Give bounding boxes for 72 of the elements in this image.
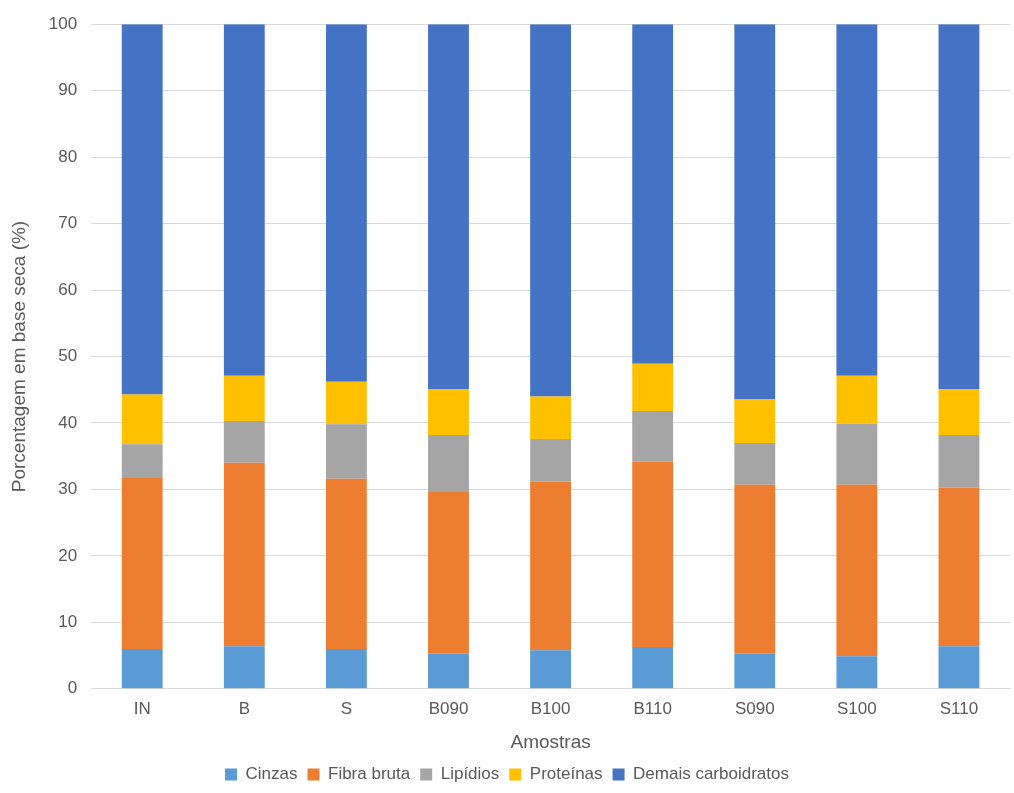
- y-tick-label: 50: [58, 346, 78, 366]
- bar: [836, 423, 878, 485]
- bar: [734, 653, 776, 689]
- y-tick-label: 10: [58, 612, 78, 632]
- bar: [121, 648, 163, 689]
- bar: [325, 424, 367, 479]
- bar: [734, 24, 776, 400]
- bar: [325, 24, 367, 382]
- bar: [530, 481, 571, 651]
- bar: [836, 375, 878, 424]
- y-tick-label: 60: [58, 279, 78, 299]
- x-tick-label: IN: [133, 698, 151, 718]
- bar: [734, 399, 776, 443]
- bar: [428, 492, 469, 654]
- bar: [428, 434, 469, 493]
- bar: [734, 442, 776, 485]
- bar: [121, 444, 163, 479]
- bar: [632, 461, 674, 647]
- bar: [325, 381, 367, 425]
- bar: [938, 434, 980, 488]
- bar: [428, 389, 469, 435]
- bar: [121, 394, 163, 445]
- y-tick-label: 30: [58, 479, 78, 499]
- legend-label: Proteínas: [529, 764, 603, 784]
- bar: [530, 396, 571, 439]
- bar: [325, 478, 367, 649]
- bar: [530, 650, 571, 689]
- y-tick-label: 40: [58, 412, 78, 432]
- y-tick-label: 80: [58, 146, 78, 166]
- legend-label: Cinzas: [245, 764, 298, 784]
- x-tick-label: B110: [633, 698, 672, 718]
- x-tick-label: S: [340, 698, 353, 718]
- x-axis-title: Amostras: [510, 730, 591, 752]
- bar: [632, 24, 674, 364]
- x-tick-label: S090: [734, 698, 775, 718]
- x-tick-label: B: [238, 698, 250, 718]
- x-tick-label: S110: [939, 698, 979, 718]
- bar: [734, 484, 776, 654]
- bar: [223, 462, 265, 647]
- bar: [938, 389, 980, 435]
- bar: [836, 656, 878, 689]
- bar: [428, 653, 469, 689]
- y-axis-title: Porcentagem em base seca (%): [7, 220, 29, 493]
- x-tick-label: B090: [428, 698, 469, 718]
- legend-label: Lipídios: [440, 764, 500, 784]
- bar: [632, 363, 674, 411]
- bar: [121, 478, 163, 649]
- y-tick-label: 100: [48, 13, 78, 33]
- x-tick-label: B100: [530, 698, 571, 718]
- bar: [836, 484, 878, 657]
- bar: [836, 24, 878, 376]
- y-tick-label: 70: [58, 213, 78, 233]
- bar: [325, 648, 367, 689]
- bar: [632, 411, 674, 462]
- bar: [530, 24, 571, 397]
- bar: [223, 24, 265, 376]
- legend-label: Demais carboidratos: [633, 764, 789, 784]
- bar: [938, 646, 980, 689]
- y-tick-label: 90: [58, 80, 78, 100]
- bar: [428, 24, 469, 390]
- y-tick-label: 0: [67, 678, 78, 698]
- bar: [223, 375, 265, 421]
- bar: [223, 420, 265, 463]
- bar: [530, 438, 571, 482]
- bar: [938, 487, 980, 647]
- bar: [632, 646, 674, 689]
- y-tick-label: 20: [58, 545, 78, 565]
- bar: [938, 24, 980, 390]
- legend-label: Fibra bruta: [328, 764, 411, 784]
- bar: [223, 646, 265, 689]
- bar: [121, 24, 163, 395]
- x-tick-label: S100: [837, 698, 877, 718]
